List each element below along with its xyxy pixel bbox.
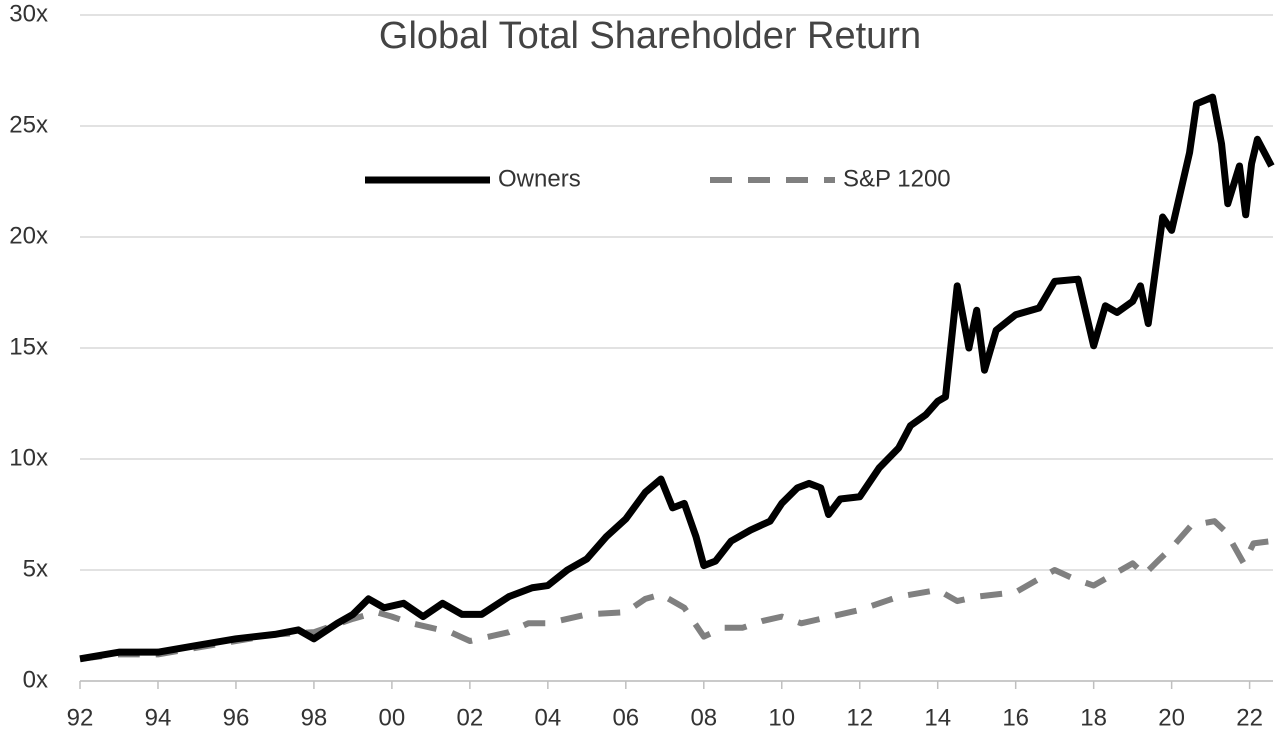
y-tick-label: 15x xyxy=(9,333,48,360)
y-tick-label: 0x xyxy=(23,666,48,693)
series-line xyxy=(79,518,1272,662)
legend-label: S&P 1200 xyxy=(843,165,951,192)
x-tick-label: 18 xyxy=(1080,704,1107,731)
y-tick-label: 10x xyxy=(9,444,48,471)
y-tick-label: 20x xyxy=(9,222,48,249)
x-tick-label: 06 xyxy=(612,704,639,731)
x-tick-label: 16 xyxy=(1002,704,1029,731)
x-tick-label: 04 xyxy=(534,704,561,731)
x-tick-label: 98 xyxy=(301,704,328,731)
x-tick-label: 20 xyxy=(1158,704,1185,731)
y-tick-label: 25x xyxy=(9,111,48,138)
x-tick-label: 94 xyxy=(145,704,172,731)
x-tick-label: 08 xyxy=(690,704,717,731)
x-tick-label: 96 xyxy=(223,704,250,731)
x-tick-label: 14 xyxy=(924,704,951,731)
x-tick-label: 22 xyxy=(1236,704,1263,731)
x-tick-label: 12 xyxy=(846,704,873,731)
x-tick-label: 00 xyxy=(379,704,406,731)
y-tick-label: 5x xyxy=(23,555,48,582)
x-tick-label: 10 xyxy=(768,704,795,731)
x-tick-label: 02 xyxy=(457,704,484,731)
y-tick-label: 30x xyxy=(9,0,48,27)
chart-title: Global Total Shareholder Return xyxy=(379,15,921,57)
x-tick-label: 92 xyxy=(67,704,94,731)
legend-label: Owners xyxy=(498,165,581,192)
series-line xyxy=(79,93,1275,663)
